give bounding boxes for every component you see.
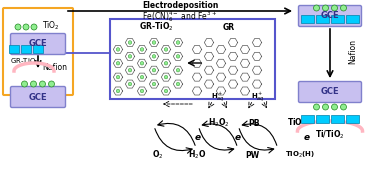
Text: GCE: GCE — [29, 92, 47, 101]
Circle shape — [39, 81, 46, 87]
Bar — [331, 15, 344, 23]
Circle shape — [128, 82, 132, 86]
FancyBboxPatch shape — [11, 33, 65, 54]
Circle shape — [128, 41, 132, 44]
Circle shape — [140, 89, 144, 93]
Circle shape — [116, 48, 120, 51]
Text: Nafion: Nafion — [42, 63, 67, 71]
Text: TiO$_2$: TiO$_2$ — [42, 20, 60, 32]
Text: Ti/TiO$_2$: Ti/TiO$_2$ — [315, 129, 345, 141]
Circle shape — [176, 82, 180, 86]
Text: e: e — [195, 132, 201, 142]
Text: Electrodeposition: Electrodeposition — [142, 2, 218, 11]
Circle shape — [152, 82, 156, 86]
Circle shape — [31, 81, 36, 87]
Circle shape — [341, 104, 346, 110]
Text: e: e — [304, 132, 310, 142]
FancyBboxPatch shape — [299, 81, 361, 102]
Text: Fe(CN)$_6^{4-}$ and Fe$^{3+}$: Fe(CN)$_6^{4-}$ and Fe$^{3+}$ — [142, 10, 218, 24]
Bar — [33, 45, 43, 53]
Bar — [9, 45, 19, 53]
Text: GCE: GCE — [29, 40, 47, 49]
Circle shape — [164, 89, 168, 93]
Circle shape — [116, 89, 120, 93]
Circle shape — [152, 55, 156, 58]
Text: O$_2$: O$_2$ — [151, 149, 163, 161]
Text: GR-TiO$_2$: GR-TiO$_2$ — [10, 57, 39, 67]
Circle shape — [323, 104, 329, 110]
Circle shape — [164, 75, 168, 79]
Text: PB: PB — [248, 119, 260, 128]
Circle shape — [152, 68, 156, 72]
Bar — [316, 15, 329, 23]
Bar — [301, 115, 314, 123]
Circle shape — [15, 24, 21, 30]
FancyBboxPatch shape — [11, 87, 65, 108]
Text: H$^+_{aq}$: H$^+_{aq}$ — [251, 90, 265, 104]
Text: GCE: GCE — [321, 12, 339, 20]
Circle shape — [323, 5, 329, 11]
Circle shape — [152, 41, 156, 44]
Circle shape — [140, 75, 144, 79]
Bar — [316, 115, 329, 123]
Circle shape — [140, 62, 144, 65]
Text: PW: PW — [245, 150, 259, 160]
Circle shape — [314, 5, 319, 11]
Text: GCE: GCE — [321, 88, 339, 97]
Circle shape — [164, 48, 168, 51]
Circle shape — [140, 48, 144, 51]
Text: H$_2$O: H$_2$O — [188, 149, 206, 161]
Circle shape — [331, 5, 338, 11]
Text: Nafion: Nafion — [348, 39, 357, 64]
Bar — [21, 45, 31, 53]
Circle shape — [116, 62, 120, 65]
Circle shape — [314, 104, 319, 110]
Circle shape — [128, 68, 132, 72]
Circle shape — [164, 62, 168, 65]
Circle shape — [331, 104, 338, 110]
Circle shape — [22, 81, 27, 87]
Text: GR-TiO$_2$: GR-TiO$_2$ — [139, 21, 173, 33]
Bar — [346, 115, 359, 123]
Circle shape — [176, 68, 180, 72]
Circle shape — [116, 75, 120, 79]
Circle shape — [23, 24, 29, 30]
Circle shape — [49, 81, 54, 87]
Circle shape — [176, 41, 180, 44]
FancyBboxPatch shape — [3, 8, 73, 95]
Bar — [301, 15, 314, 23]
Bar — [110, 19, 275, 99]
FancyBboxPatch shape — [299, 5, 361, 26]
Circle shape — [341, 5, 346, 11]
Bar — [331, 115, 344, 123]
Text: PB: PB — [42, 44, 52, 53]
Circle shape — [176, 55, 180, 58]
Text: TiO$_2$(H): TiO$_2$(H) — [285, 150, 315, 160]
Text: TiO$_2$: TiO$_2$ — [287, 117, 306, 129]
Bar — [346, 15, 359, 23]
Text: GR: GR — [223, 22, 235, 32]
Text: H$_2$O$_2$: H$_2$O$_2$ — [208, 117, 230, 129]
Circle shape — [128, 55, 132, 58]
Text: H$^+_{aq}$: H$^+_{aq}$ — [211, 90, 225, 104]
Text: e: e — [235, 132, 241, 142]
Circle shape — [31, 24, 37, 30]
